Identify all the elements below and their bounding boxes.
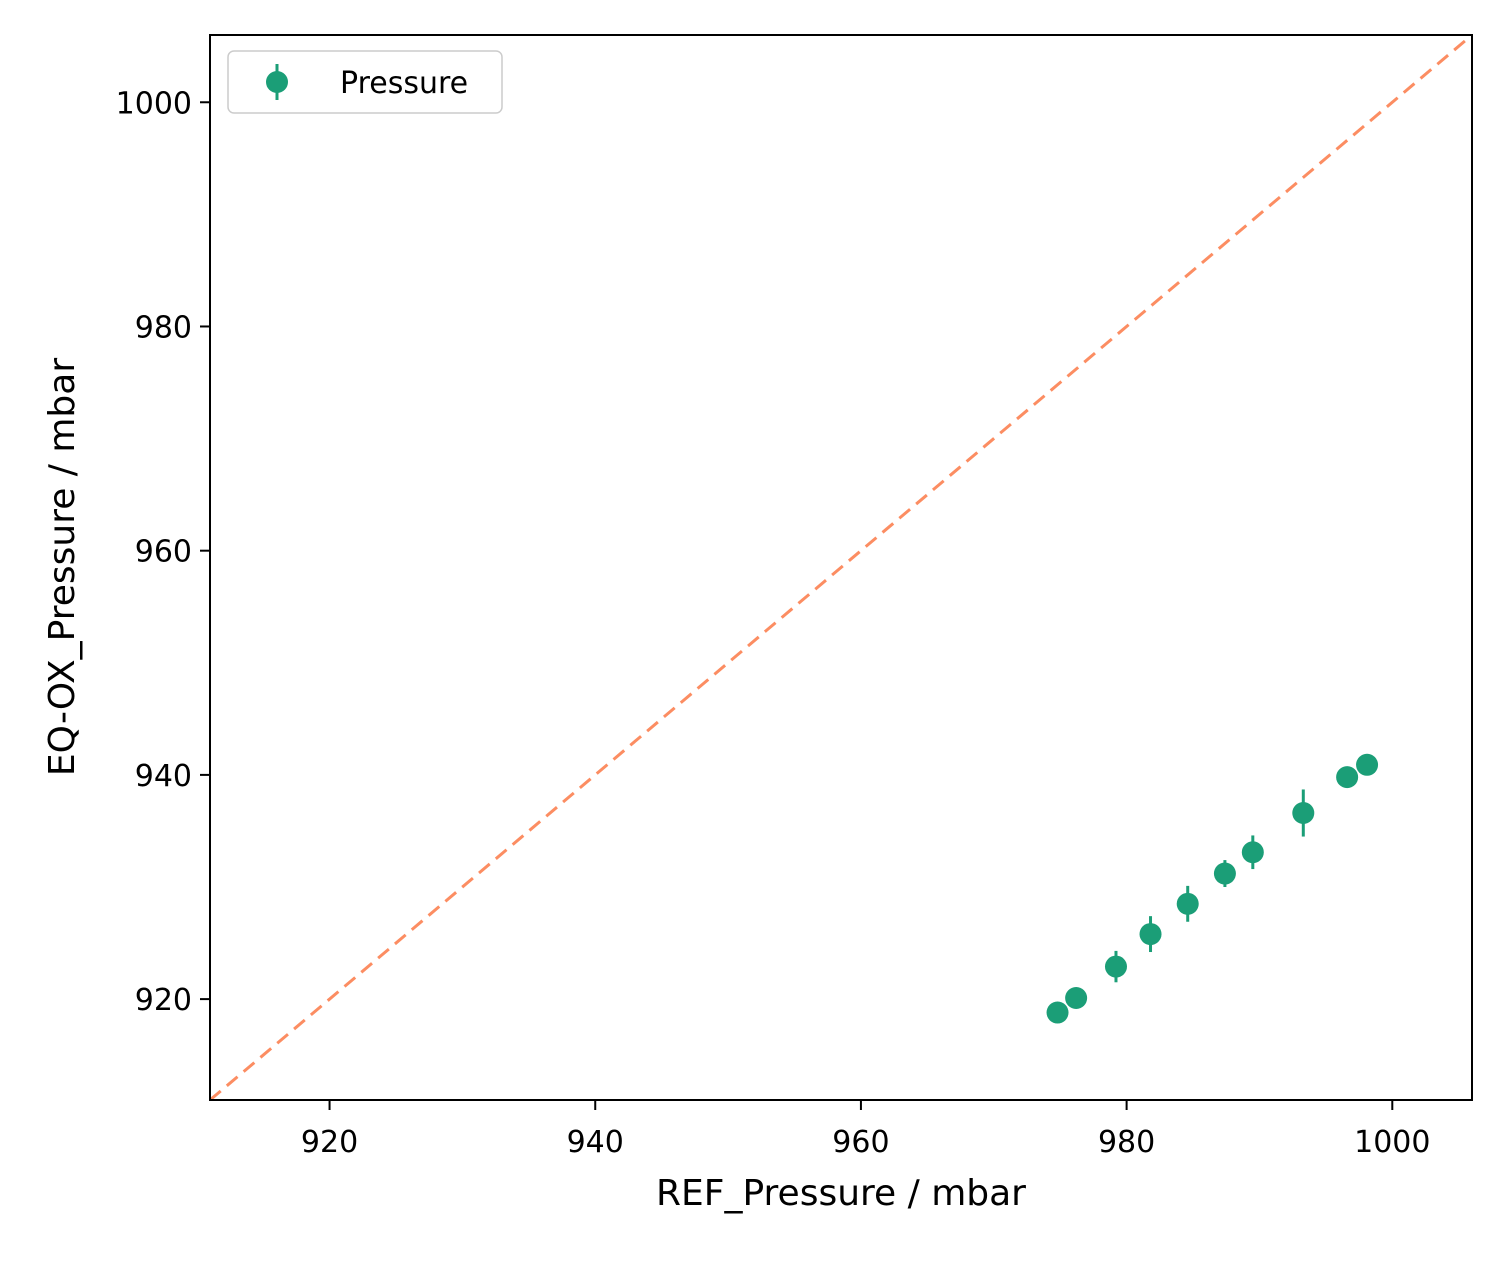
- data-point: [1292, 802, 1315, 825]
- plot-frame: [209, 34, 1473, 1101]
- x-tick-label: 920: [301, 1125, 358, 1160]
- data-point: [1176, 892, 1199, 915]
- legend-label: Pressure: [340, 66, 468, 101]
- data-point: [1046, 1001, 1069, 1024]
- y-tick-label: 920: [135, 983, 192, 1018]
- data-point: [1139, 923, 1162, 946]
- y-tick-label: 980: [135, 310, 192, 345]
- legend-box: [227, 50, 503, 114]
- data-point: [1104, 955, 1127, 978]
- data-point: [1065, 986, 1088, 1009]
- legend: Pressure: [227, 50, 503, 114]
- y-tick-label: 1000: [116, 86, 192, 121]
- x-tick-label: 960: [832, 1125, 889, 1160]
- x-axis-title: REF_Pressure / mbar: [656, 1173, 1026, 1214]
- y-tick-label: 940: [135, 759, 192, 794]
- y-axis-title: EQ-OX_Pressure / mbar: [42, 358, 83, 776]
- data-point: [1356, 753, 1379, 776]
- y-tick-label: 960: [135, 535, 192, 570]
- reference-line: [210, 35, 1472, 1100]
- x-tick-label: 980: [1098, 1125, 1155, 1160]
- x-tick-label: 1000: [1354, 1125, 1430, 1160]
- data-point: [1213, 862, 1236, 885]
- x-tick-label: 940: [567, 1125, 624, 1160]
- legend-marker: [266, 71, 288, 93]
- data-point: [1241, 841, 1264, 864]
- data-point: [1336, 766, 1359, 789]
